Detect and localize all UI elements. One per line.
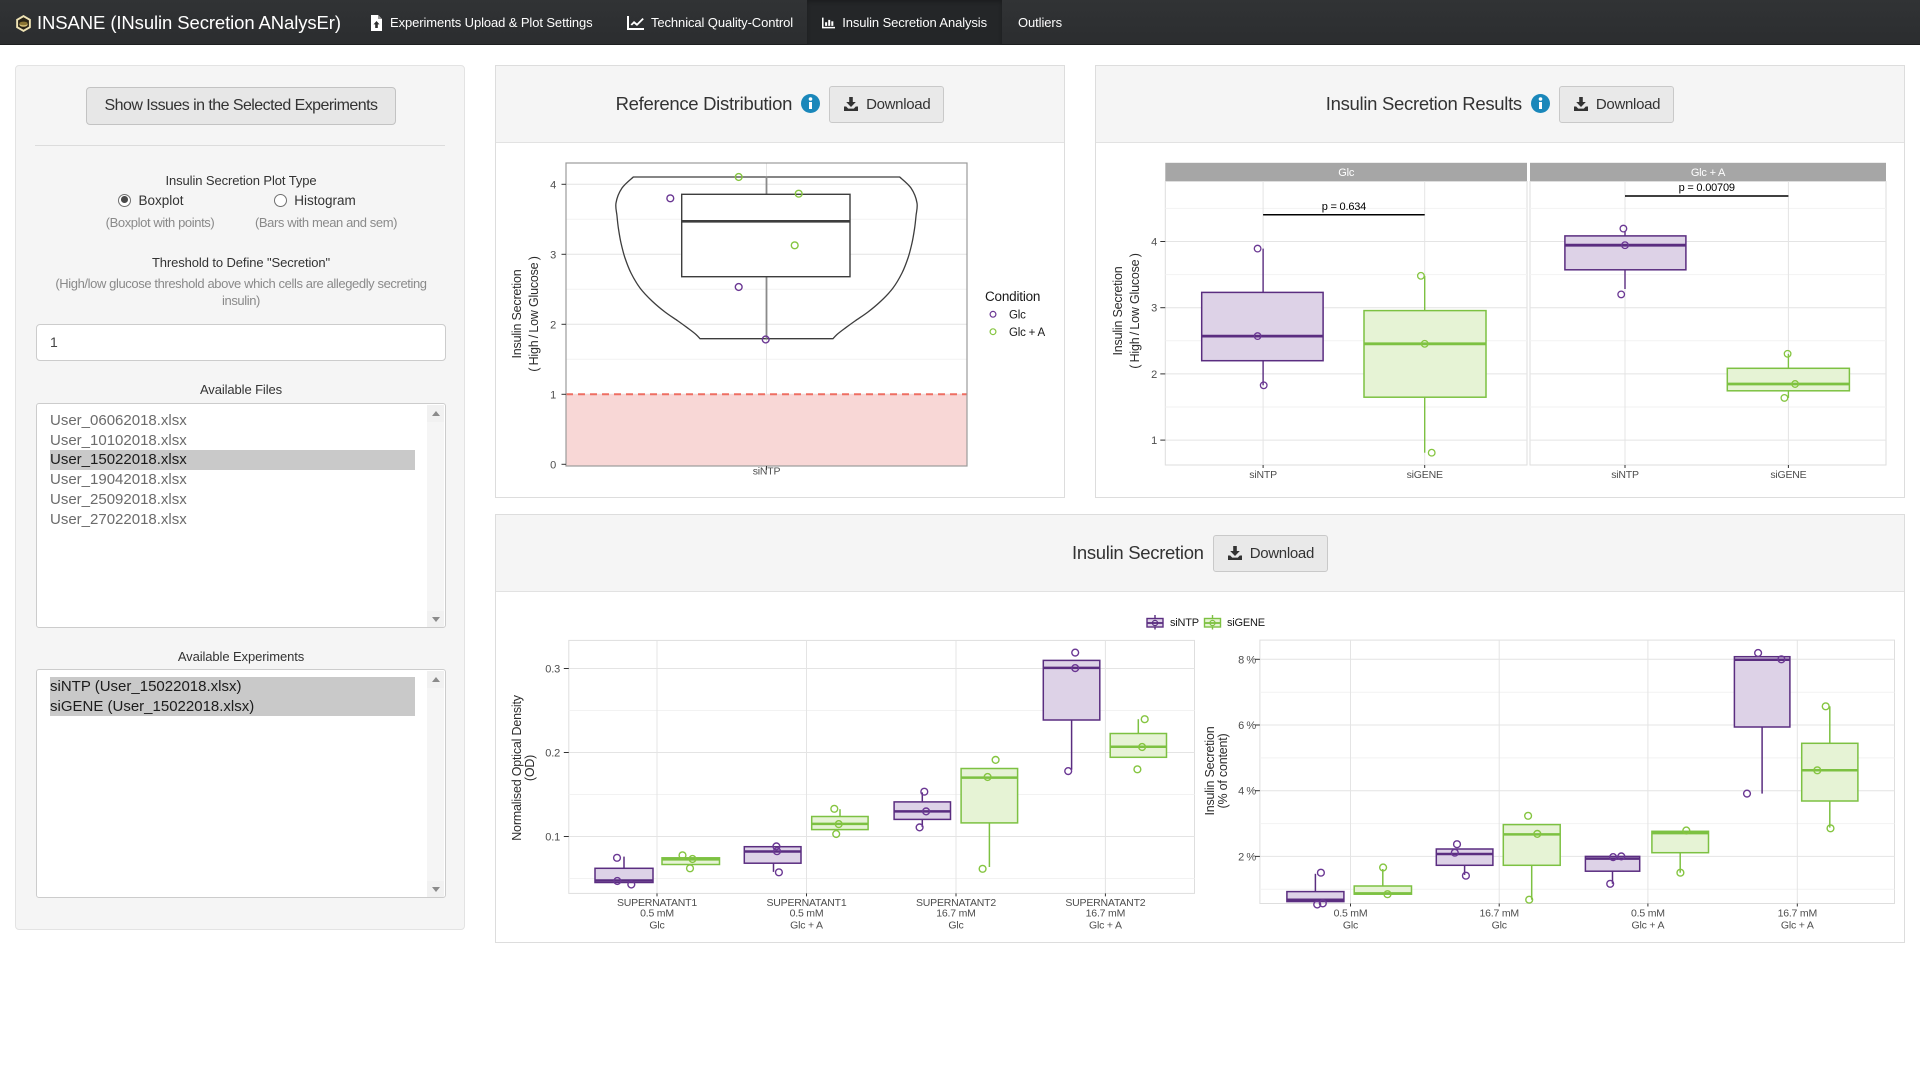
svg-text:%: % [1246,720,1256,732]
svg-text:Glc: Glc [1009,310,1026,322]
svg-text:Glc + A: Glc + A [790,920,823,932]
svg-text:SUPERNATANT2: SUPERNATANT2 [916,897,996,909]
svg-text:Normalised Optical Density: Normalised Optical Density [510,694,524,840]
svg-text:1: 1 [550,389,556,401]
svg-text:%: % [1246,654,1256,666]
svg-text:siGENE: siGENE [1770,469,1806,481]
svg-text:(% of content): (% of content) [1216,733,1230,808]
svg-text:siNTP: siNTP [1611,469,1639,481]
svg-text:4: 4 [1238,786,1244,798]
svg-text:0.5 mM: 0.5 mM [640,908,674,920]
svg-text:%: % [1246,786,1256,798]
svg-text:0: 0 [550,459,556,471]
svg-text:4: 4 [550,179,556,191]
svg-text:SUPERNATANT1: SUPERNATANT1 [617,897,697,909]
svg-text:4: 4 [1151,237,1157,249]
svg-text:siNTP: siNTP [1249,469,1277,481]
svg-text:siGENE: siGENE [1227,617,1265,629]
svg-text:p = 0.00709: p = 0.00709 [1679,182,1735,194]
svg-text:0.5 mM: 0.5 mM [1334,907,1368,919]
svg-text:Glc + A: Glc + A [1781,920,1814,932]
svg-text:siNTP: siNTP [1170,617,1199,629]
svg-text:16.7 mM: 16.7 mM [1479,907,1518,919]
svg-text:3: 3 [1151,303,1157,315]
svg-text:1: 1 [1151,435,1157,447]
svg-text:siGENE: siGENE [1407,469,1443,481]
svg-text:Glc: Glc [649,920,664,932]
svg-text:6: 6 [1238,720,1244,732]
svg-text:0.3: 0.3 [545,664,560,676]
svg-text:Glc: Glc [1338,167,1355,179]
svg-text:SUPERNATANT2: SUPERNATANT2 [1065,897,1145,909]
svg-text:Glc: Glc [948,920,963,932]
svg-text:16.7 mM: 16.7 mM [1086,908,1125,920]
svg-text:0.5 mM: 0.5 mM [790,908,824,920]
svg-text:2: 2 [1238,851,1244,863]
svg-text:Condition: Condition [985,289,1040,304]
svg-text:( High / Low Glucose ): ( High / Low Glucose ) [527,256,541,371]
svg-text:16.7 mM: 16.7 mM [936,908,975,920]
svg-text:p = 0.634: p = 0.634 [1322,201,1366,213]
svg-text:Glc + A: Glc + A [1089,920,1122,932]
svg-text:0.1: 0.1 [545,832,560,844]
svg-text:Glc + A: Glc + A [1691,167,1726,179]
svg-text:%: % [1246,851,1256,863]
svg-text:Glc: Glc [1343,920,1358,932]
svg-text:8: 8 [1238,654,1244,666]
svg-text:SUPERNATANT1: SUPERNATANT1 [766,897,846,909]
svg-text:Insulin Secretion: Insulin Secretion [1111,266,1125,355]
svg-text:16.7 mM: 16.7 mM [1778,907,1817,919]
svg-text:Glc + A: Glc + A [1009,327,1046,339]
svg-text:siNTP: siNTP [753,466,781,478]
svg-text:2: 2 [1151,369,1157,381]
svg-text:( High / Low Glucose ): ( High / Low Glucose ) [1128,253,1142,368]
svg-text:0.2: 0.2 [545,748,560,760]
svg-text:2: 2 [550,319,556,331]
svg-text:Insulin Secretion: Insulin Secretion [1203,726,1217,815]
svg-text:(OD): (OD) [523,755,537,781]
svg-text:0.5 mM: 0.5 mM [1631,907,1665,919]
svg-text:Glc: Glc [1492,920,1507,932]
svg-text:Glc + A: Glc + A [1632,920,1665,932]
svg-text:3: 3 [550,249,556,261]
svg-text:Insulin Secretion: Insulin Secretion [510,269,524,358]
